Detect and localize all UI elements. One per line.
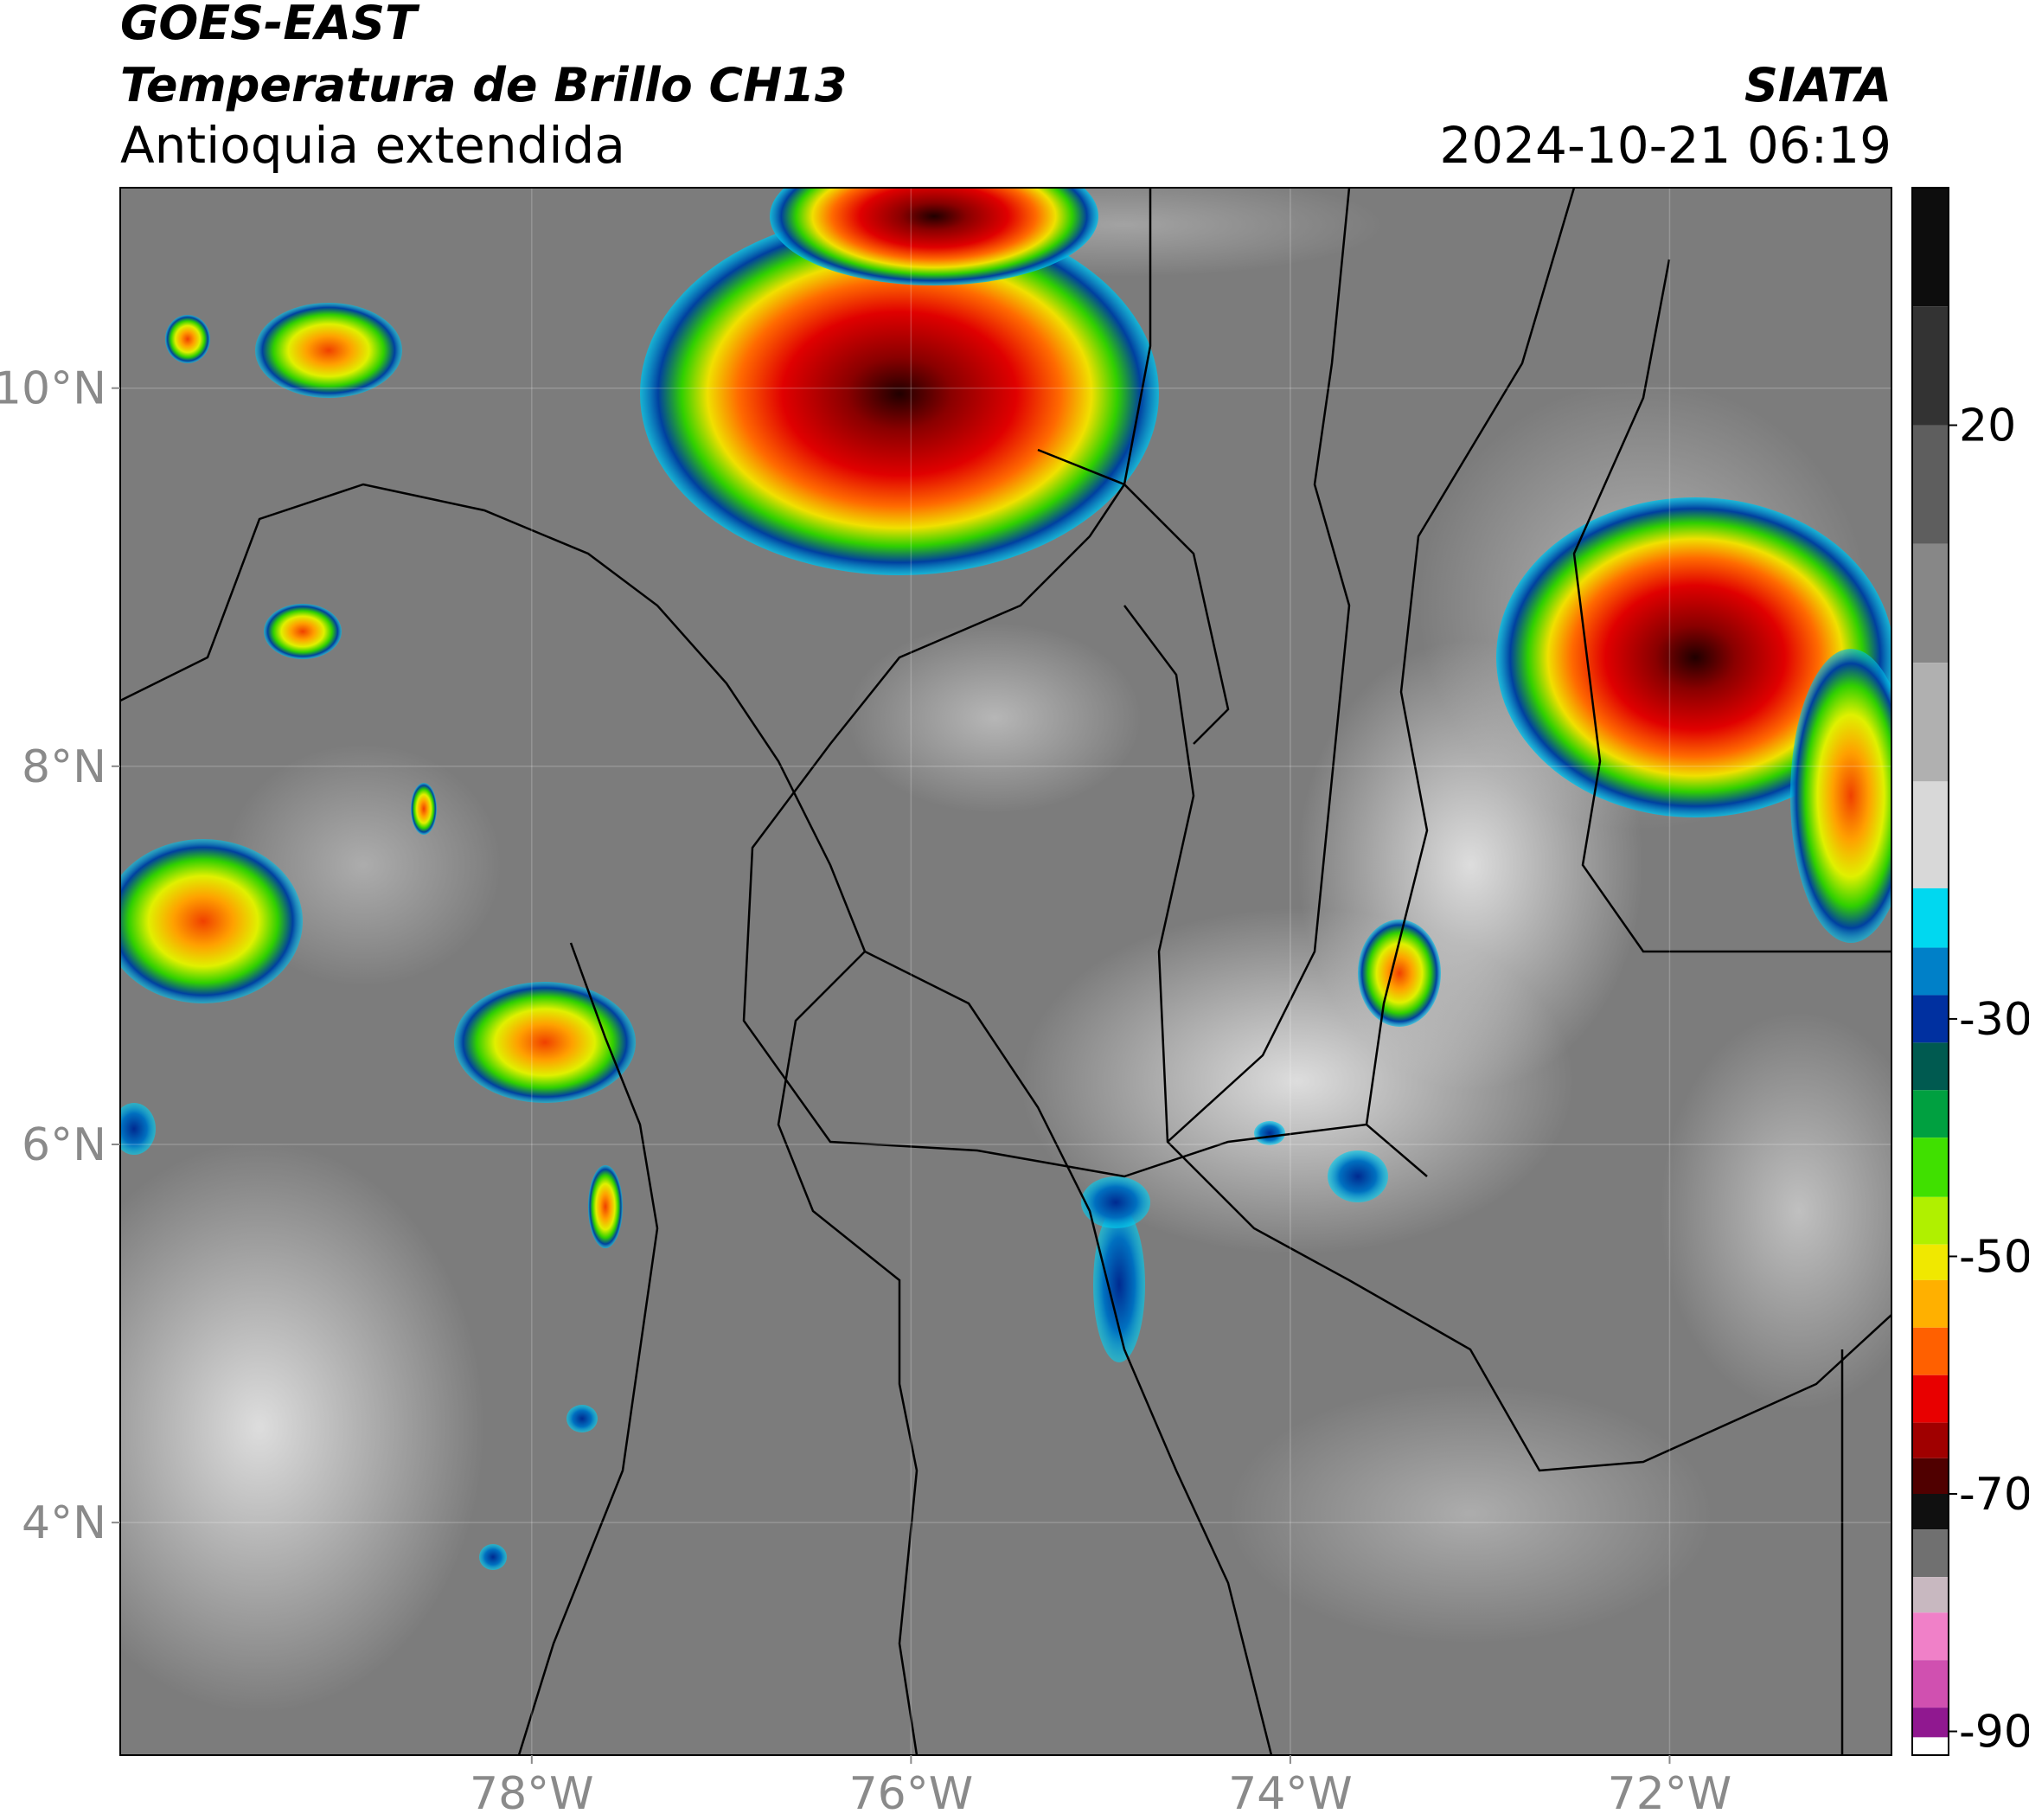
- x-tick-label: 74°W: [1228, 1768, 1353, 1817]
- map-frame: [119, 187, 1892, 1756]
- colorbar-band: [1912, 1660, 1949, 1708]
- x-tick-label: 76°W: [849, 1768, 974, 1817]
- colorbar-band: [1912, 1494, 1949, 1530]
- colorbar-band: [1912, 306, 1949, 426]
- y-tick-label: 8°N: [22, 741, 106, 793]
- colorbar-tick-label: -30: [1959, 994, 2029, 1046]
- colorbar-band: [1912, 425, 1949, 544]
- colorbar-band: [1912, 188, 1949, 307]
- colorbar-band: [1912, 1577, 1949, 1613]
- colorbar-band: [1912, 995, 1949, 1043]
- colorbar-band: [1912, 1042, 1949, 1091]
- colorbar-band: [1912, 663, 1949, 782]
- y-tick-label: 4°N: [22, 1497, 106, 1549]
- satellite-title: GOES-EAST: [120, 0, 420, 50]
- colorbar-tick-label: -70: [1959, 1469, 2029, 1521]
- region-subtitle: Antioquia extendida: [120, 116, 625, 175]
- colorbar-band: [1912, 1737, 1949, 1755]
- colorbar-band: [1912, 1458, 1949, 1494]
- satellite-image: [120, 188, 1891, 1755]
- y-tick-label: 10°N: [0, 363, 106, 415]
- colorbar-band: [1912, 1327, 1949, 1375]
- datetime-label: 2024-10-21 06:19: [1439, 116, 1891, 175]
- colorbar-band: [1912, 1244, 1949, 1280]
- colorbar-frame: [1911, 187, 1949, 1756]
- colorbar-band: [1912, 1612, 1949, 1661]
- colorbar-band: [1912, 1090, 1949, 1138]
- convective-cells: [120, 188, 1891, 1570]
- colorbar-band: [1912, 1529, 1949, 1578]
- colorbar-band: [1912, 947, 1949, 996]
- colorbar-band: [1912, 1708, 1949, 1738]
- x-tick-label: 72°W: [1608, 1768, 1732, 1817]
- colorbar-band: [1912, 1196, 1949, 1245]
- y-tick-label: 6°N: [22, 1119, 106, 1171]
- product-title: Temperatura de Brillo CH13: [120, 58, 848, 112]
- x-tick-label: 78°W: [470, 1768, 594, 1817]
- colorbar-tick-label: -50: [1959, 1231, 2029, 1283]
- colorbar-band: [1912, 781, 1949, 888]
- colorbar-tick-label: -90: [1959, 1707, 2029, 1759]
- colorbar-band: [1912, 1375, 1949, 1423]
- colorbar-tick-label: 20: [1959, 401, 2016, 452]
- colorbar-band: [1912, 1138, 1949, 1197]
- source-label: SIATA: [1744, 58, 1891, 112]
- boundaries: [120, 188, 1891, 1755]
- colorbar-band: [1912, 1279, 1949, 1328]
- colorbar-band: [1912, 1422, 1949, 1458]
- colorbar-band: [1912, 888, 1949, 948]
- colorbar-band: [1912, 543, 1949, 663]
